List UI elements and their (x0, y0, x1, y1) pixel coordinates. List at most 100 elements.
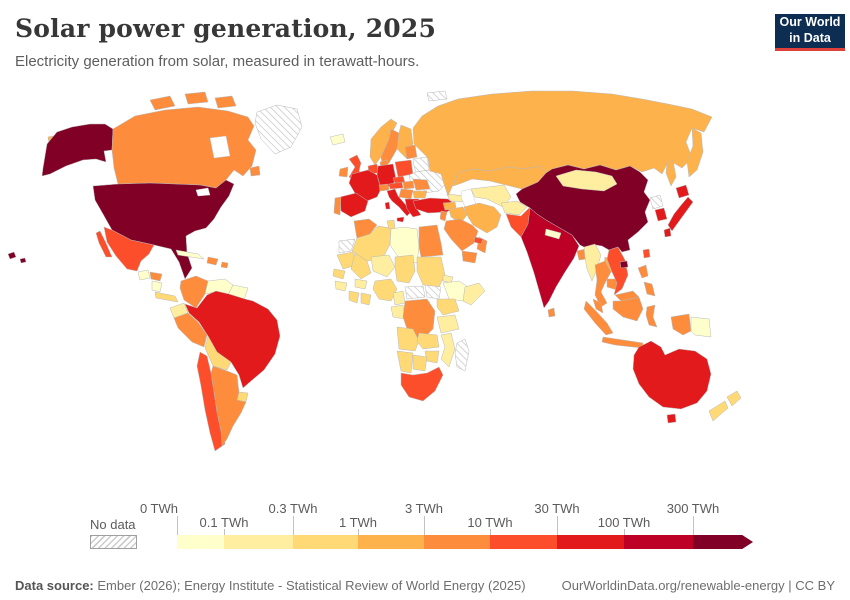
country-nicaragua[interactable] (151, 280, 163, 293)
country-india[interactable] (520, 207, 580, 309)
country-papua-new-guinea[interactable] (690, 316, 712, 338)
legend-color-bar[interactable] (177, 535, 753, 549)
country-brazil[interactable] (184, 290, 281, 389)
country-china-hainan[interactable] (619, 260, 629, 269)
country-balkans[interactable] (398, 188, 414, 200)
country-western-sahara[interactable] (338, 238, 356, 254)
country-austria[interactable] (388, 181, 404, 190)
country-libya[interactable] (389, 226, 420, 264)
country-belarus[interactable] (412, 156, 430, 173)
country-svalbard[interactable] (426, 90, 448, 102)
country-russia-kamchatka[interactable] (686, 127, 704, 178)
country-taiwan[interactable] (642, 248, 651, 259)
legend-segment-3[interactable] (358, 535, 424, 549)
country-chad[interactable] (394, 254, 416, 284)
country-colombia[interactable] (179, 275, 209, 309)
country-iran[interactable] (463, 202, 502, 234)
country-myanmar[interactable] (583, 243, 602, 282)
country-baltics[interactable] (404, 144, 418, 160)
country-switzerland[interactable] (378, 183, 390, 192)
country-mozambique[interactable] (440, 332, 456, 368)
country-romania[interactable] (412, 178, 431, 191)
country-bulgaria[interactable] (412, 190, 428, 199)
country-cuba[interactable] (175, 249, 205, 260)
country-egypt[interactable] (418, 224, 444, 258)
country-canada-island-2[interactable] (184, 91, 209, 105)
country-ghana[interactable] (360, 292, 372, 306)
country-honduras[interactable] (149, 271, 163, 282)
country-botswana[interactable] (412, 354, 428, 372)
country-new-zealand-north[interactable] (726, 390, 742, 407)
country-ireland[interactable] (338, 166, 349, 178)
legend-no-data-swatch[interactable] (90, 535, 137, 549)
country-costa-rica-panama[interactable] (154, 291, 179, 303)
country-cameroon[interactable] (392, 290, 406, 306)
country-zambia[interactable] (416, 332, 440, 350)
country-south-sudan[interactable] (424, 284, 442, 300)
country-morocco[interactable] (353, 218, 378, 240)
country-new-zealand-south[interactable] (708, 400, 729, 422)
country-madagascar[interactable] (454, 338, 470, 372)
country-italy-sicily[interactable] (396, 216, 405, 223)
country-mexico[interactable] (103, 226, 155, 272)
country-spain[interactable] (339, 192, 369, 218)
country-japan-honshu[interactable] (667, 196, 694, 232)
country-nepal[interactable] (544, 228, 562, 240)
country-angola[interactable] (396, 326, 420, 352)
legend-segment-7[interactable] (624, 535, 693, 549)
country-hispaniola[interactable] (206, 256, 219, 266)
country-tanzania[interactable] (436, 314, 460, 334)
country-indonesia-kalimantan[interactable] (612, 296, 644, 322)
country-nigeria[interactable] (372, 278, 398, 302)
country-saudi-arabia[interactable] (443, 218, 479, 252)
country-guinea[interactable] (334, 280, 348, 292)
country-burkina-faso[interactable] (354, 278, 368, 290)
country-south-korea[interactable] (654, 207, 668, 222)
country-bolivia[interactable] (204, 335, 232, 371)
country-indonesia-papua[interactable] (670, 313, 692, 336)
country-mongolia[interactable] (555, 169, 618, 192)
country-vietnam[interactable] (606, 246, 629, 296)
country-indonesia-sumatra[interactable] (583, 300, 614, 336)
country-japan-kyushu[interactable] (663, 227, 672, 238)
country-australia-tasmania[interactable] (666, 413, 677, 424)
legend-segment-5[interactable] (490, 535, 557, 549)
country-iraq[interactable] (448, 206, 468, 224)
country-malaysia-peninsula[interactable] (592, 298, 604, 314)
country-united-states-alaska[interactable] (41, 123, 114, 177)
country-south-africa[interactable] (400, 366, 444, 402)
country-indonesia-java[interactable] (601, 336, 644, 349)
country-ivory-coast[interactable] (348, 290, 360, 304)
country-australia[interactable] (632, 340, 712, 410)
country-central-african-republic[interactable] (404, 285, 426, 300)
country-canada-island-1[interactable] (149, 95, 176, 111)
country-argentina[interactable] (210, 365, 247, 447)
country-united-states-hawaii-1[interactable] (7, 251, 17, 260)
attribution-link[interactable]: OurWorldinData.org/renewable-energy | CC… (561, 578, 835, 593)
country-afghanistan[interactable] (500, 200, 528, 216)
country-canada-island-3[interactable] (214, 95, 237, 109)
country-thailand[interactable] (594, 260, 612, 308)
country-iceland[interactable] (329, 133, 346, 146)
country-israel-jordan[interactable] (439, 210, 448, 222)
country-japan-hokkaido[interactable] (675, 184, 690, 199)
country-indonesia-sulawesi[interactable] (645, 304, 658, 328)
country-mexico-baja[interactable] (95, 230, 113, 258)
country-sri-lanka[interactable] (547, 307, 556, 318)
country-russia[interactable] (412, 90, 713, 197)
legend-segment-2[interactable] (293, 535, 358, 549)
country-hungary[interactable] (402, 180, 415, 190)
country-italy-sardinia[interactable] (384, 201, 391, 210)
legend-segment-4[interactable] (424, 535, 490, 549)
country-canada[interactable] (111, 106, 257, 189)
country-greenland[interactable] (254, 104, 303, 155)
country-portugal[interactable] (333, 196, 342, 216)
country-italy[interactable] (386, 188, 412, 217)
legend-segment-0[interactable] (177, 535, 224, 549)
country-canada-newfoundland[interactable] (249, 165, 261, 177)
country-philippines-mindanao[interactable] (643, 281, 656, 297)
legend-segment-1[interactable] (224, 535, 293, 549)
country-uae[interactable] (473, 236, 484, 245)
legend-segment-8-arrow[interactable] (693, 535, 753, 549)
country-peru[interactable] (173, 312, 208, 348)
